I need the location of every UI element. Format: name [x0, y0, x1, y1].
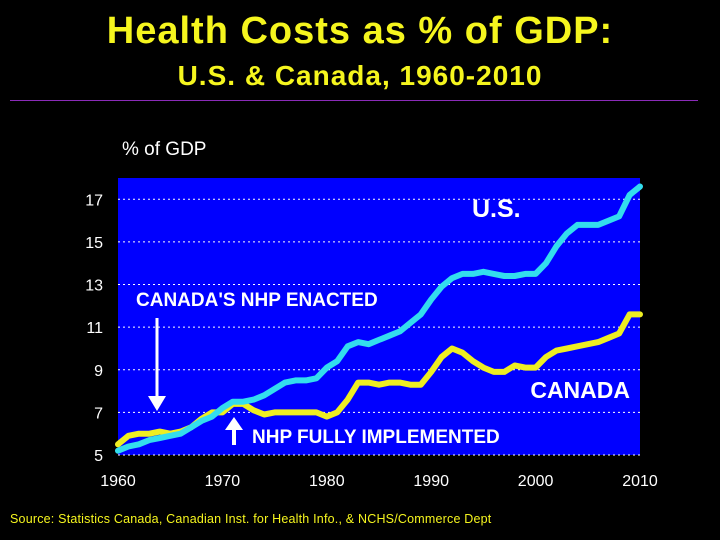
x-tick-label: 2000 — [518, 473, 554, 490]
annotations: U.S. CANADA CANADA'S NHP ENACTED NHP FUL… — [136, 195, 630, 448]
y-tick-labels: 5 7 9 11 13 15 17 — [85, 192, 103, 465]
y-tick-label: 7 — [94, 405, 103, 422]
title-divider — [10, 100, 698, 101]
y-axis-label: % of GDP — [122, 139, 207, 160]
y-tick-label: 17 — [85, 192, 103, 209]
y-tick-label: 15 — [85, 235, 103, 252]
chart-subtitle: U.S. & Canada, 1960-2010 — [177, 60, 543, 91]
chart-title: Health Costs as % of GDP: — [106, 10, 614, 52]
arrow-up-icon — [225, 417, 243, 445]
arrow-down-icon — [148, 318, 166, 411]
y-tick-label: 9 — [94, 363, 103, 380]
source-note: Source: Statistics Canada, Canadian Inst… — [10, 512, 492, 526]
nhp-implemented-annotation: NHP FULLY IMPLEMENTED — [252, 427, 500, 448]
x-tick-label: 2010 — [622, 473, 658, 490]
us-series-line — [115, 183, 643, 454]
y-tick-label: 13 — [85, 278, 103, 295]
x-tick-label: 1980 — [309, 473, 345, 490]
nhp-enacted-annotation: CANADA'S NHP ENACTED — [136, 290, 378, 311]
gridlines — [118, 198, 640, 456]
y-tick-label: 5 — [94, 448, 103, 465]
canada-series-label: CANADA — [530, 377, 630, 403]
us-series-label: U.S. — [472, 195, 521, 223]
plot-area — [118, 178, 640, 455]
x-tick-label: 1990 — [413, 473, 449, 490]
x-tick-label: 1970 — [205, 473, 241, 490]
y-tick-label: 11 — [86, 320, 103, 337]
series-lines — [115, 183, 643, 454]
x-tick-labels: 1960 1970 1980 1990 2000 2010 — [100, 473, 658, 490]
x-tick-label: 1960 — [100, 473, 136, 490]
